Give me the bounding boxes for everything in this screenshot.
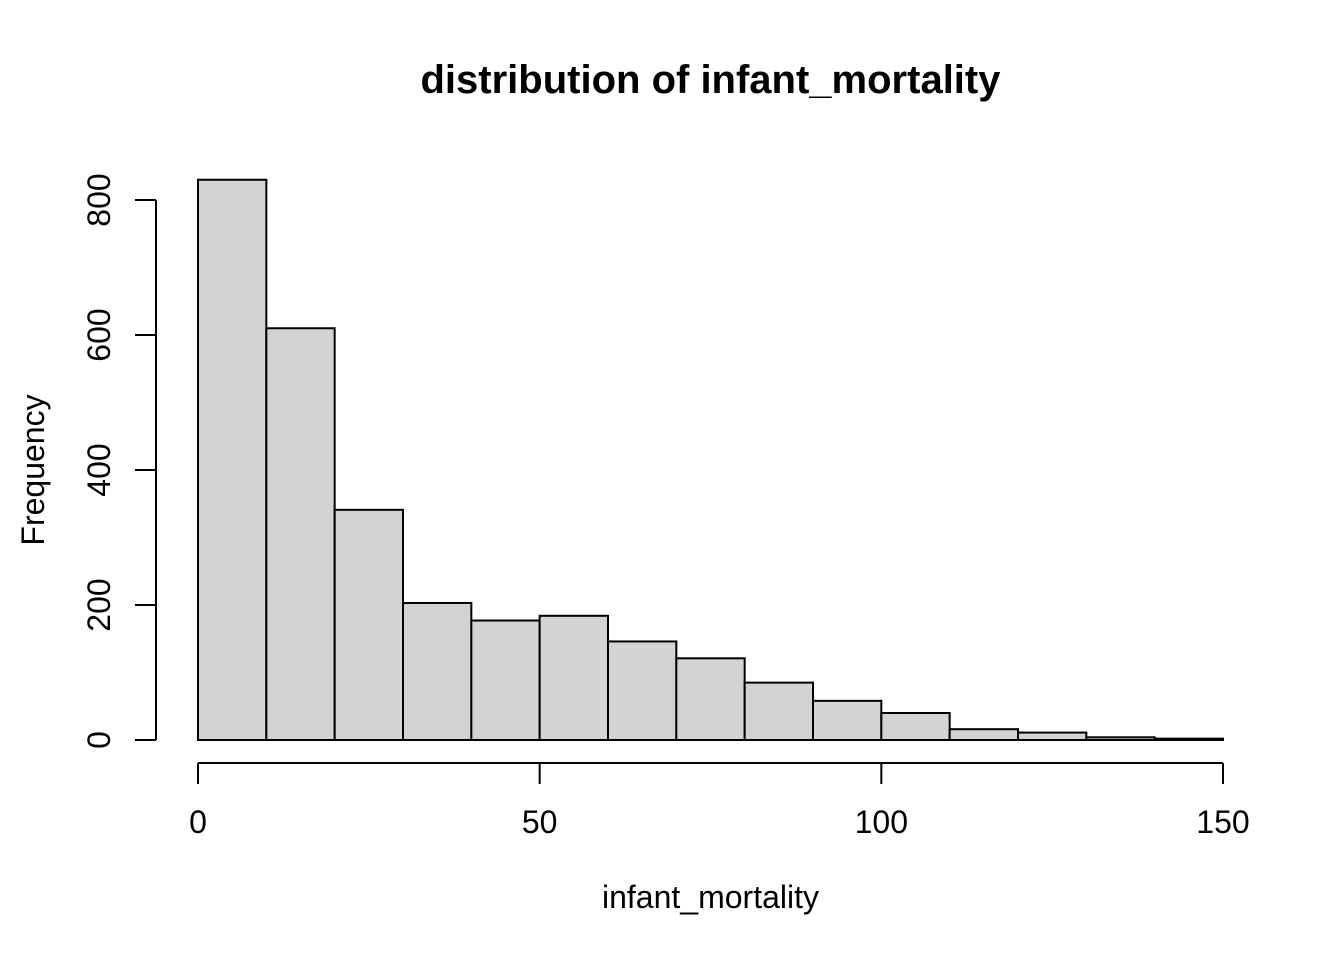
- y-axis: 0 200 400 600 800: [81, 173, 157, 749]
- histogram-bar: [1153, 737, 1224, 742]
- histogram-bar: [1085, 736, 1156, 741]
- histogram-bar: [675, 657, 746, 742]
- histogram-bar: [1017, 731, 1088, 742]
- histogram-bar: [607, 640, 678, 742]
- y-axis-label: Frequency: [15, 394, 51, 545]
- x-tick-label: 150: [1196, 804, 1249, 840]
- histogram-bar: [812, 699, 883, 741]
- histogram-bar: [402, 601, 473, 741]
- x-axis-label: infant_mortality: [602, 879, 819, 915]
- histogram-bar: [197, 178, 268, 741]
- y-tick-label: 0: [81, 731, 117, 749]
- histogram-bar: [470, 619, 541, 742]
- histogram-bar: [880, 712, 951, 741]
- histogram-bars: [197, 178, 1224, 742]
- chart-title: distribution of infant_mortality: [421, 58, 1002, 102]
- x-tick-label: 100: [855, 804, 908, 840]
- y-tick-label: 800: [81, 173, 117, 226]
- x-axis: 0 50 100 150: [189, 762, 1250, 840]
- x-tick-label: 0: [189, 804, 207, 840]
- y-tick-label: 400: [81, 443, 117, 496]
- y-tick-label: 600: [81, 308, 117, 361]
- histogram-bar: [743, 681, 815, 741]
- histogram-bar: [265, 327, 336, 741]
- y-tick-label: 200: [81, 578, 117, 631]
- histogram-bar: [333, 508, 404, 742]
- histogram-bar: [538, 614, 610, 741]
- histogram-bar: [948, 728, 1020, 742]
- x-tick-label: 50: [522, 804, 558, 840]
